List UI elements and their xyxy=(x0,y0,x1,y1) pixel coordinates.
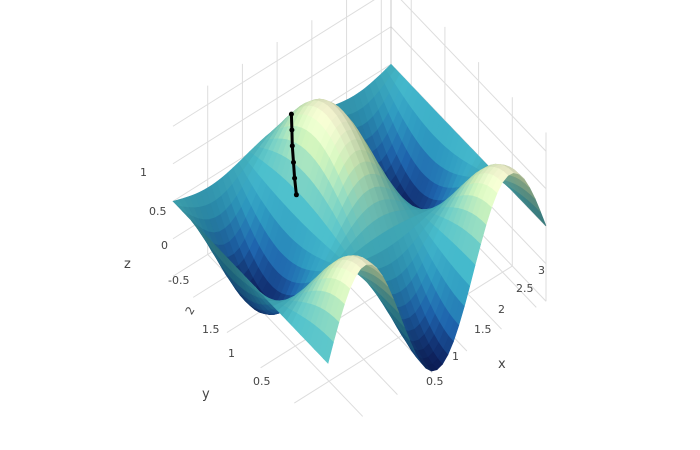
x-axis-title: x xyxy=(498,357,506,372)
z-tick-label-0: -0.5 xyxy=(168,274,189,287)
trajectory-point-1 xyxy=(292,175,298,181)
z-axis-title: z xyxy=(124,257,131,272)
grid-line-ywall xyxy=(172,26,392,165)
z-tick-label-2: 0.5 xyxy=(149,205,167,218)
trajectory-line xyxy=(289,112,298,197)
grid-line-xwall xyxy=(390,26,547,190)
tick-labels: 0.5 1 1.5 2 2.5 3 0.5 1 1.5 2 -0.5 0 0.5… xyxy=(124,166,545,402)
z-tick-label-1: 0 xyxy=(161,239,168,252)
y-tick-label-2: 1.5 xyxy=(202,323,220,336)
grid-line-ywall xyxy=(172,0,375,127)
trajectory-path xyxy=(288,111,299,198)
x-tick-label-2: 1.5 xyxy=(474,323,492,336)
x-tick-label-4: 2.5 xyxy=(516,282,534,295)
y-tick-label-0: 0.5 xyxy=(253,375,271,388)
surface-mesh[interactable] xyxy=(172,63,547,372)
grid-line-xwall xyxy=(400,0,547,152)
y-axis-title: y xyxy=(202,387,210,402)
x-tick-label-3: 2 xyxy=(498,303,505,316)
z-tick-label-3: 1 xyxy=(140,166,147,179)
trajectory-point-2 xyxy=(291,159,296,165)
x-tick-label-5: 3 xyxy=(538,264,545,277)
trajectory-point-3 xyxy=(289,143,295,149)
x-tick-label-1: 1 xyxy=(452,350,459,363)
surface-patch xyxy=(323,337,334,364)
y-tick-label-1: 1 xyxy=(228,347,235,360)
y-tick-label-3: 2 xyxy=(183,304,198,317)
trajectory-point-0 xyxy=(293,192,299,198)
trajectory-point-4 xyxy=(289,127,295,133)
x-tick-label-0: 0.5 xyxy=(426,375,444,388)
trajectory-point-5 xyxy=(288,111,294,117)
